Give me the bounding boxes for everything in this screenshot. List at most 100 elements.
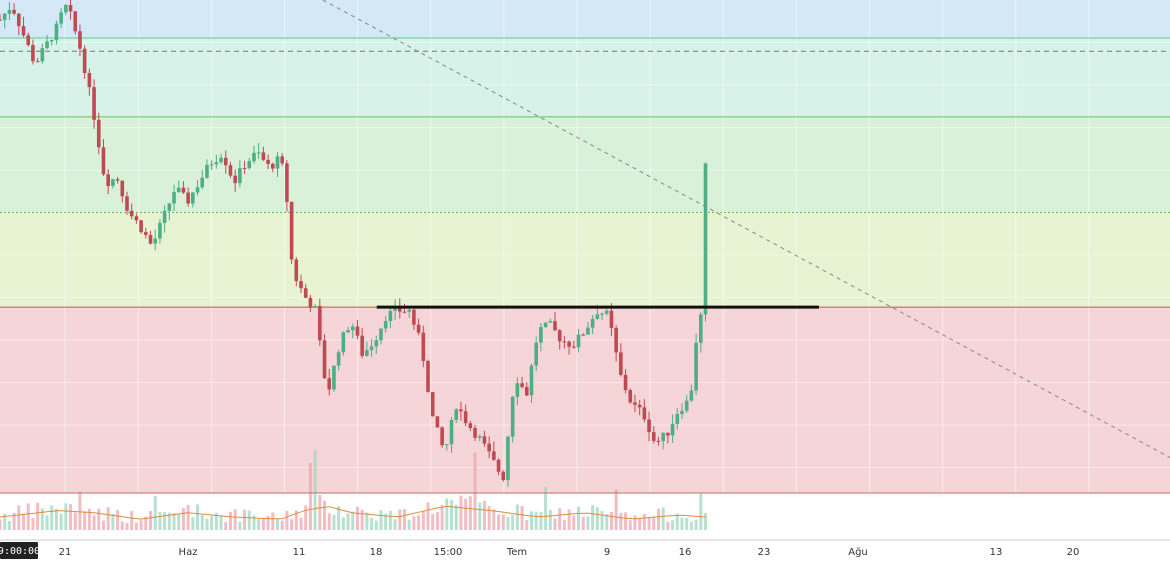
candle-up[interactable]	[506, 436, 510, 481]
time-axis[interactable]: 21 Haz 11 18 15:00 Tem 9 16 23 Ağu 13 20 9:00:00	[0, 539, 1170, 563]
candle-up[interactable]	[369, 346, 374, 351]
candle-down[interactable]	[106, 174, 110, 186]
candle-up[interactable]	[54, 23, 59, 41]
candle-down[interactable]	[473, 428, 477, 438]
candle-down[interactable]	[402, 311, 407, 313]
candle-down[interactable]	[557, 330, 562, 342]
candle-down[interactable]	[501, 471, 506, 481]
candle-up[interactable]	[247, 161, 252, 169]
candle-up[interactable]	[407, 309, 411, 312]
candle-down[interactable]	[148, 234, 153, 244]
candle-down[interactable]	[327, 378, 332, 390]
candle-down[interactable]	[426, 360, 430, 393]
candle-up[interactable]	[153, 238, 158, 244]
candle-down[interactable]	[619, 352, 623, 375]
candle-up[interactable]	[275, 156, 280, 169]
candle-up[interactable]	[2, 13, 7, 20]
candle-down[interactable]	[228, 165, 233, 176]
candle-down[interactable]	[637, 404, 642, 408]
candle-down[interactable]	[223, 157, 228, 166]
candle-down[interactable]	[562, 341, 567, 343]
candle-down[interactable]	[78, 31, 82, 49]
candle-down[interactable]	[666, 432, 670, 436]
candle-down[interactable]	[520, 383, 524, 387]
candle-up[interactable]	[40, 48, 45, 62]
candle-up[interactable]	[393, 307, 397, 311]
candle-down[interactable]	[355, 326, 360, 336]
candle-down[interactable]	[628, 390, 633, 403]
candle-down[interactable]	[421, 332, 426, 361]
candle-up[interactable]	[219, 157, 223, 163]
candle-up[interactable]	[252, 152, 256, 162]
candle-down[interactable]	[120, 180, 125, 197]
candle-up[interactable]	[388, 310, 393, 322]
candle-up[interactable]	[529, 365, 534, 396]
candle-down[interactable]	[633, 402, 637, 405]
candle-down[interactable]	[73, 11, 78, 32]
candle-down[interactable]	[397, 307, 402, 312]
candle-up[interactable]	[689, 390, 694, 401]
candle-down[interactable]	[463, 411, 468, 424]
candle-down[interactable]	[609, 310, 614, 328]
candle-down[interactable]	[614, 327, 618, 353]
candle-up[interactable]	[543, 322, 548, 327]
candle-up[interactable]	[205, 164, 209, 178]
candle-down[interactable]	[134, 216, 139, 221]
candle-up[interactable]	[445, 444, 449, 446]
candle-up[interactable]	[661, 432, 665, 442]
candle-down[interactable]	[31, 45, 35, 62]
candle-down[interactable]	[21, 26, 26, 36]
trend-line[interactable]	[322, 0, 1170, 458]
candle-down[interactable]	[242, 168, 247, 170]
candle-down[interactable]	[435, 416, 440, 428]
candle-down[interactable]	[553, 321, 557, 331]
candle-up[interactable]	[383, 321, 388, 329]
candle-down[interactable]	[0, 19, 2, 21]
candle-down[interactable]	[430, 392, 435, 417]
candle-up[interactable]	[703, 163, 708, 315]
candle-down[interactable]	[308, 297, 313, 308]
candle-down[interactable]	[68, 5, 73, 12]
candle-up[interactable]	[539, 326, 543, 343]
candle-down[interactable]	[115, 179, 120, 181]
candle-down[interactable]	[492, 451, 496, 460]
candle-up[interactable]	[586, 327, 590, 335]
candle-down[interactable]	[26, 35, 31, 46]
candle-down[interactable]	[280, 156, 285, 164]
candle-up[interactable]	[238, 168, 242, 184]
candle-up[interactable]	[510, 396, 515, 437]
candle-down[interactable]	[285, 163, 289, 202]
candle-up[interactable]	[694, 342, 698, 391]
candle-up[interactable]	[534, 342, 538, 366]
candle-up[interactable]	[374, 340, 379, 347]
candle-down[interactable]	[266, 159, 270, 164]
candle-down[interactable]	[96, 119, 101, 148]
candle-up[interactable]	[379, 328, 383, 341]
candle-down[interactable]	[125, 196, 129, 211]
candle-down[interactable]	[17, 13, 21, 27]
candle-up[interactable]	[256, 152, 261, 154]
candle-down[interactable]	[129, 210, 134, 217]
chart-drawings[interactable]	[322, 0, 1170, 458]
candle-up[interactable]	[214, 162, 219, 165]
candle-up[interactable]	[449, 419, 454, 445]
candle-down[interactable]	[651, 432, 656, 441]
candle-down[interactable]	[101, 147, 106, 175]
candle-down[interactable]	[144, 232, 148, 235]
candle-up[interactable]	[332, 365, 336, 390]
candle-down[interactable]	[181, 187, 186, 193]
candle-up[interactable]	[59, 12, 63, 24]
candle-up[interactable]	[176, 187, 181, 193]
candle-down[interactable]	[289, 201, 294, 260]
candle-up[interactable]	[64, 5, 68, 13]
candle-down[interactable]	[92, 87, 96, 120]
candle-down[interactable]	[412, 309, 416, 325]
candle-down[interactable]	[647, 419, 651, 433]
candle-up[interactable]	[604, 310, 609, 314]
candle-down[interactable]	[524, 386, 529, 396]
candle-up[interactable]	[670, 423, 675, 436]
candle-down[interactable]	[12, 9, 16, 14]
candle-up[interactable]	[576, 334, 581, 348]
candle-down[interactable]	[440, 427, 444, 446]
